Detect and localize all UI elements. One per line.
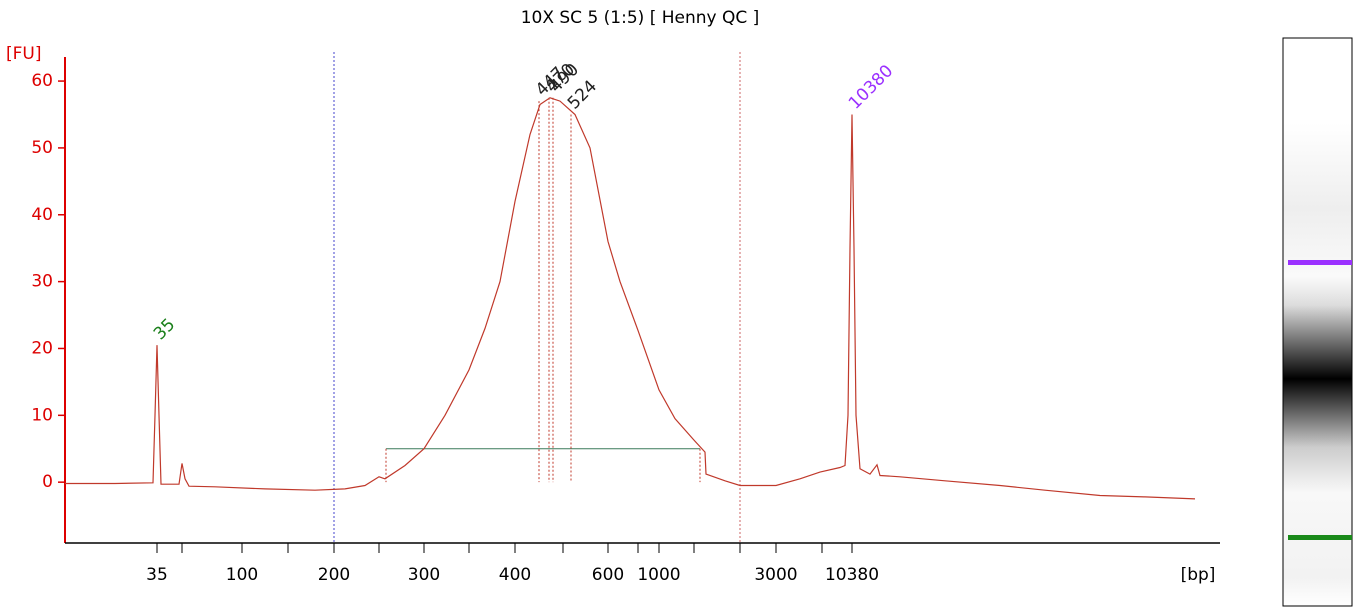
- chart-title: 10X SC 5 (1:5) [ Henny QC ]: [521, 8, 760, 28]
- gel-band-lower-marker: [1288, 535, 1352, 540]
- x-tick-label: 1000: [637, 565, 680, 585]
- x-tick-label: 400: [499, 565, 531, 585]
- x-tick-label: 200: [318, 565, 350, 585]
- trace: [65, 97, 1196, 500]
- y-tick-label: 10: [31, 405, 53, 425]
- gel-lane: [1282, 37, 1353, 607]
- y-tick-label: 50: [31, 138, 53, 158]
- y-tick-label: 20: [31, 338, 53, 358]
- x-tick-label: 10380: [825, 565, 879, 585]
- y-axis-label: [FU]: [6, 44, 42, 64]
- x-tick-label: 100: [226, 565, 258, 585]
- x-tick-label: 600: [592, 565, 624, 585]
- y-tick-label: 60: [31, 71, 53, 91]
- gel-band-upper-marker: [1288, 260, 1352, 265]
- y-tick-label: 0: [42, 472, 53, 492]
- x-tick-label: 35: [146, 565, 168, 585]
- y-tick-label: 30: [31, 272, 53, 292]
- peak-label: 35: [150, 315, 179, 344]
- peak-label: 10380: [845, 61, 897, 113]
- x-axis-label: [bp]: [1181, 565, 1216, 585]
- y-tick-label: 40: [31, 205, 53, 225]
- x-tick-label: 300: [408, 565, 440, 585]
- x-tick-label: 3000: [754, 565, 797, 585]
